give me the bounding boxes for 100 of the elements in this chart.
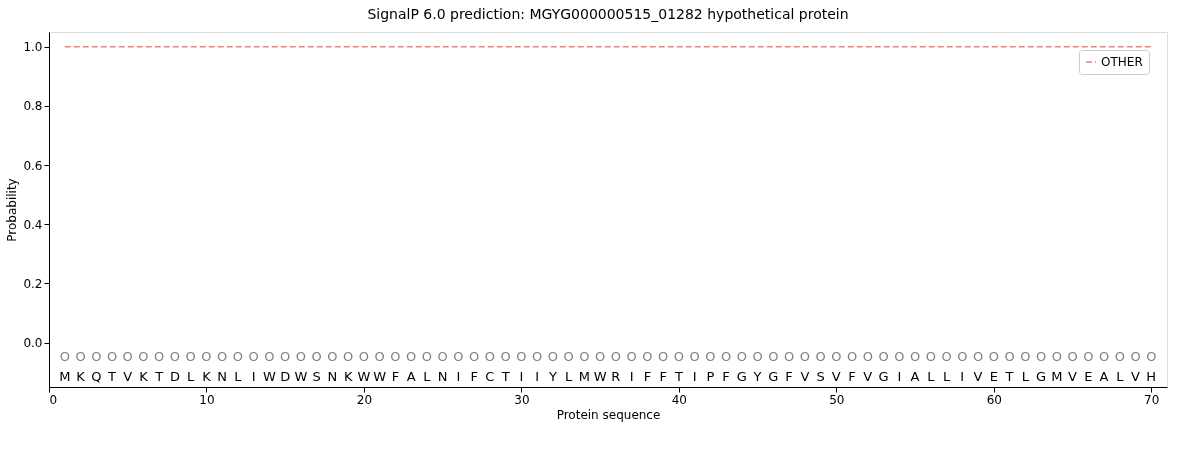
- annotation: W: [294, 369, 308, 385]
- annotation: G: [736, 369, 747, 385]
- annotation: O: [185, 349, 196, 365]
- x-tick-label: 40: [671, 392, 687, 407]
- annotation: O: [248, 349, 259, 365]
- annotation: N: [437, 369, 448, 385]
- annotation: V: [831, 369, 841, 385]
- annotation: O: [736, 349, 747, 365]
- y-tick-label: 0.0: [23, 336, 43, 351]
- annotation: O: [91, 349, 102, 365]
- annotation: O: [390, 349, 401, 365]
- annotation: O: [343, 349, 354, 365]
- annotation: T: [673, 369, 683, 385]
- annotation: S: [312, 369, 321, 385]
- annotation: P: [706, 369, 715, 385]
- annotation: L: [927, 369, 936, 385]
- annotation: L: [565, 369, 574, 385]
- annotation: O: [484, 349, 496, 365]
- annotation: T: [500, 369, 510, 385]
- annotation: K: [139, 369, 149, 385]
- x-tick-label: 30: [514, 392, 530, 407]
- annotation: O: [658, 349, 669, 365]
- annotation: O: [295, 349, 307, 365]
- annotation: O: [437, 349, 448, 365]
- annotation: O: [232, 349, 244, 365]
- annotation: O: [673, 349, 684, 365]
- annotation: E: [989, 369, 998, 385]
- annotation: S: [816, 369, 825, 385]
- annotation: O: [720, 349, 732, 365]
- annotation: O: [421, 349, 433, 365]
- annotation: V: [973, 369, 983, 385]
- annotation: N: [217, 369, 228, 385]
- annotation: O: [358, 349, 370, 365]
- annotation: I: [519, 369, 524, 385]
- y-tick-label: 0.6: [23, 158, 43, 173]
- annotation: W: [263, 369, 277, 385]
- annotation: O: [453, 349, 464, 365]
- annotation: M: [578, 369, 590, 385]
- annotation: O: [217, 349, 228, 365]
- annotation: I: [629, 369, 634, 385]
- annotation: F: [470, 369, 478, 385]
- annotation: O: [532, 349, 543, 365]
- annotation: F: [785, 369, 793, 385]
- annotation: A: [1099, 369, 1109, 385]
- x-tick-label: 70: [1144, 392, 1160, 407]
- annotation: O: [831, 349, 842, 365]
- annotation: O: [799, 349, 810, 365]
- annotation: O: [1098, 349, 1110, 365]
- annotation: O: [846, 349, 858, 365]
- annotation: I: [456, 369, 461, 385]
- annotation: O: [311, 349, 322, 365]
- annotation: L: [1116, 369, 1125, 385]
- x-tick-label: 60: [986, 392, 1002, 407]
- annotation: O: [516, 349, 527, 365]
- annotation: O: [689, 349, 700, 365]
- annotation: O: [1035, 349, 1047, 365]
- annotation: F: [659, 369, 667, 385]
- x-tick-label: 0: [49, 392, 58, 407]
- annotation: O: [862, 349, 873, 365]
- annotation: O: [201, 349, 212, 365]
- annotation: O: [122, 349, 133, 365]
- annotation: O: [626, 349, 637, 365]
- annotation: O: [1083, 349, 1094, 365]
- annotation: O: [59, 349, 70, 365]
- annotation: O: [264, 349, 275, 365]
- annotation: L: [234, 369, 243, 385]
- annotation: T: [107, 369, 117, 385]
- x-tick-label: 50: [829, 392, 845, 407]
- annotation: W: [593, 369, 607, 385]
- annotation: O: [815, 349, 826, 365]
- annotation: L: [187, 369, 196, 385]
- annotation: D: [169, 369, 180, 385]
- annotation: O: [752, 349, 763, 365]
- annotation: G: [768, 369, 779, 385]
- chart-title: SignalP 6.0 prediction: MGYG000000515_01282 hypothetical protein: [367, 6, 849, 22]
- annotation: K: [343, 369, 353, 385]
- annotation: O: [1020, 349, 1031, 365]
- annotation: F: [643, 369, 652, 385]
- annotation: O: [1004, 349, 1015, 365]
- annotation: Y: [547, 369, 557, 385]
- annotation: O: [406, 349, 417, 365]
- x-tick-label: 10: [199, 392, 215, 407]
- annotation: O: [500, 349, 511, 365]
- annotation: O: [1051, 349, 1062, 365]
- annotation: F: [848, 369, 856, 385]
- annotation: Q: [91, 369, 102, 385]
- annotation: O: [138, 349, 149, 365]
- annotation: V: [123, 369, 133, 385]
- annotation: O: [988, 349, 999, 365]
- annotation: M: [59, 369, 71, 385]
- annotation: H: [1146, 369, 1157, 385]
- annotation: O: [909, 349, 921, 365]
- annotation: K: [76, 369, 86, 385]
- annotation: O: [972, 349, 984, 365]
- annotation: O: [280, 349, 291, 365]
- annotation: O: [1114, 349, 1125, 365]
- annotation: O: [469, 349, 480, 365]
- annotation: F: [391, 369, 400, 385]
- annotation: O: [579, 349, 590, 365]
- y-tick-label: 0.8: [23, 99, 43, 114]
